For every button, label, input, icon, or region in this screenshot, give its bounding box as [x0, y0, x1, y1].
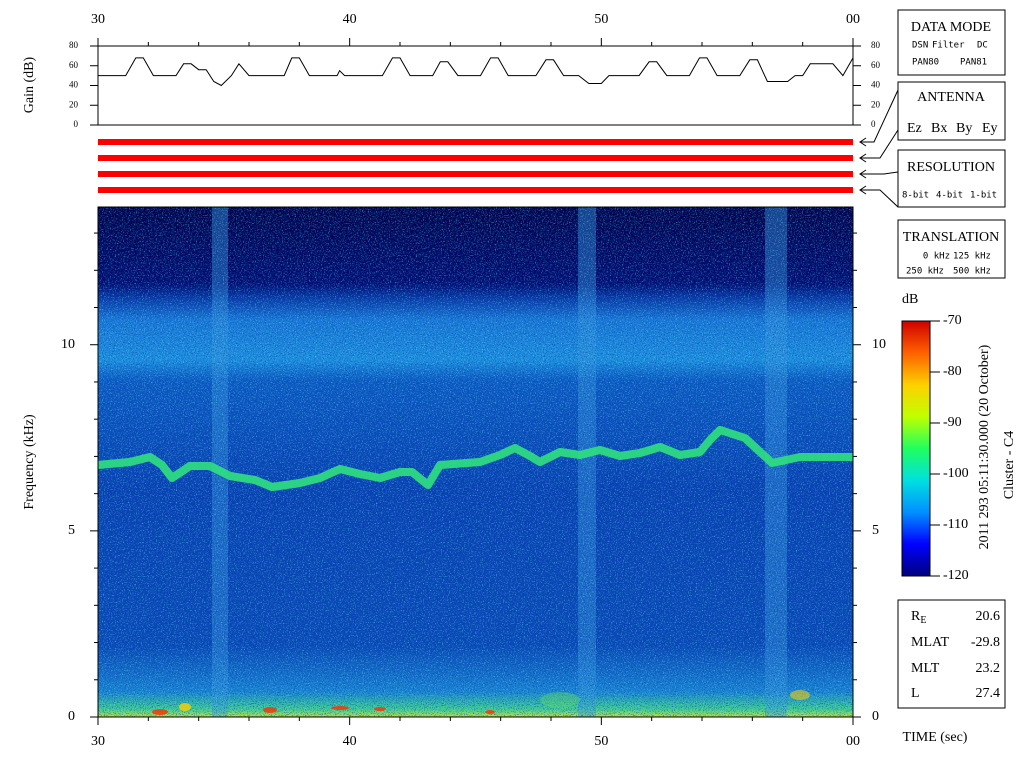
y-tick-label: 10 — [61, 337, 75, 352]
y-tick-label-right: 5 — [872, 523, 879, 538]
info-label-main: R — [911, 609, 921, 624]
mode-item: Filter — [932, 41, 965, 51]
box-title: ANTENNA — [917, 90, 986, 105]
y-tick-label-right: 40 — [871, 80, 881, 90]
box-title: RESOLUTION — [907, 160, 995, 175]
spectrogram-frame — [97, 206, 854, 718]
y-tick-label: 0 — [68, 709, 75, 724]
translation-item: 0 kHz — [923, 252, 950, 262]
y-tick-label-right: 60 — [871, 60, 881, 70]
gain-axis-label: Gain (dB) — [22, 56, 37, 113]
time-axis-label: TIME (sec) — [903, 730, 968, 745]
colorbar-tick-label: -80 — [943, 364, 962, 379]
colorbar-tick-label: -70 — [943, 313, 962, 328]
resolution-item: 4-bit — [936, 191, 963, 201]
gain-line — [98, 57, 854, 87]
colorbar — [901, 320, 931, 577]
info-value: 23.2 — [976, 661, 1001, 676]
mode-box — [897, 9, 1006, 76]
antenna-item: Bx — [931, 121, 947, 136]
mode-item: DC — [977, 41, 988, 51]
mode-box — [897, 219, 1006, 279]
info-value: 27.4 — [976, 686, 1001, 701]
translation-item: 500 kHz — [953, 267, 991, 277]
x-tick-label: 40 — [343, 734, 357, 749]
frequency-axis-label: Frequency (kHz) — [22, 414, 37, 510]
y-tick-label-right: 20 — [871, 99, 881, 109]
translation-item: 125 kHz — [953, 252, 991, 262]
y-tick-label-right: 0 — [872, 709, 879, 724]
info-value: -29.8 — [971, 635, 1000, 650]
translation-item: 250 kHz — [906, 267, 944, 277]
mode-item: DSN — [912, 41, 928, 51]
x-tick-label: 30 — [91, 12, 105, 27]
info-box — [897, 599, 1006, 709]
gain-frame — [97, 45, 854, 126]
colorbar-tick-label: -90 — [943, 415, 962, 430]
x-tick-label: 00 — [846, 12, 860, 27]
antenna-item: Ey — [982, 121, 998, 136]
y-tick-label: 20 — [69, 99, 79, 109]
mode-item: PAN80 — [912, 58, 939, 68]
antenna-item: By — [956, 121, 972, 136]
y-tick-label: 0 — [74, 119, 79, 129]
y-tick-label-right: 10 — [872, 337, 886, 352]
mode-bars — [98, 139, 853, 193]
x-tick-label: 00 — [846, 734, 860, 749]
y-tick-label: 60 — [69, 60, 79, 70]
date-text: 2011 293 05:11:30.000 (20 October) — [977, 344, 992, 549]
mode-box — [897, 149, 1006, 208]
spectrogram-image — [98, 207, 853, 717]
x-tick-label: 30 — [91, 734, 105, 749]
x-tick-label: 50 — [594, 734, 608, 749]
y-tick-label: 5 — [68, 523, 75, 538]
colorbar-tick-label: -110 — [943, 517, 968, 532]
y-tick-label-right: 0 — [871, 119, 876, 129]
resolution-item: 1-bit — [970, 191, 997, 201]
y-tick-label-right: 80 — [871, 40, 881, 50]
box-title: DATA MODE — [911, 20, 991, 35]
mode-item: PAN81 — [960, 58, 987, 68]
mode-arrows — [859, 89, 899, 208]
y-tick-label: 40 — [69, 80, 79, 90]
info-label: MLT — [911, 661, 940, 676]
antenna-item: Ez — [907, 121, 922, 136]
mode-box — [897, 81, 1006, 141]
info-label: MLAT — [911, 635, 950, 650]
resolution-item: 8-bit — [902, 191, 929, 201]
colorbar-tick-label: -100 — [943, 466, 969, 481]
info-label: L — [911, 686, 920, 701]
x-tick-label: 50 — [594, 12, 608, 27]
info-label-sub: E — [920, 615, 926, 626]
colorbar-tick-label: -120 — [943, 568, 969, 583]
colorbar-label: dB — [902, 292, 918, 307]
info-label: RE — [911, 609, 926, 626]
info-value: 20.6 — [976, 609, 1001, 624]
x-tick-label: 40 — [343, 12, 357, 27]
y-tick-label: 80 — [69, 40, 79, 50]
box-title: TRANSLATION — [903, 230, 999, 245]
spacecraft-text: Cluster - C4 — [1002, 431, 1017, 499]
